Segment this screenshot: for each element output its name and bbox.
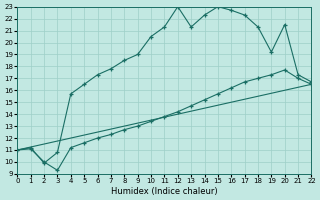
X-axis label: Humidex (Indice chaleur): Humidex (Indice chaleur)	[111, 187, 218, 196]
